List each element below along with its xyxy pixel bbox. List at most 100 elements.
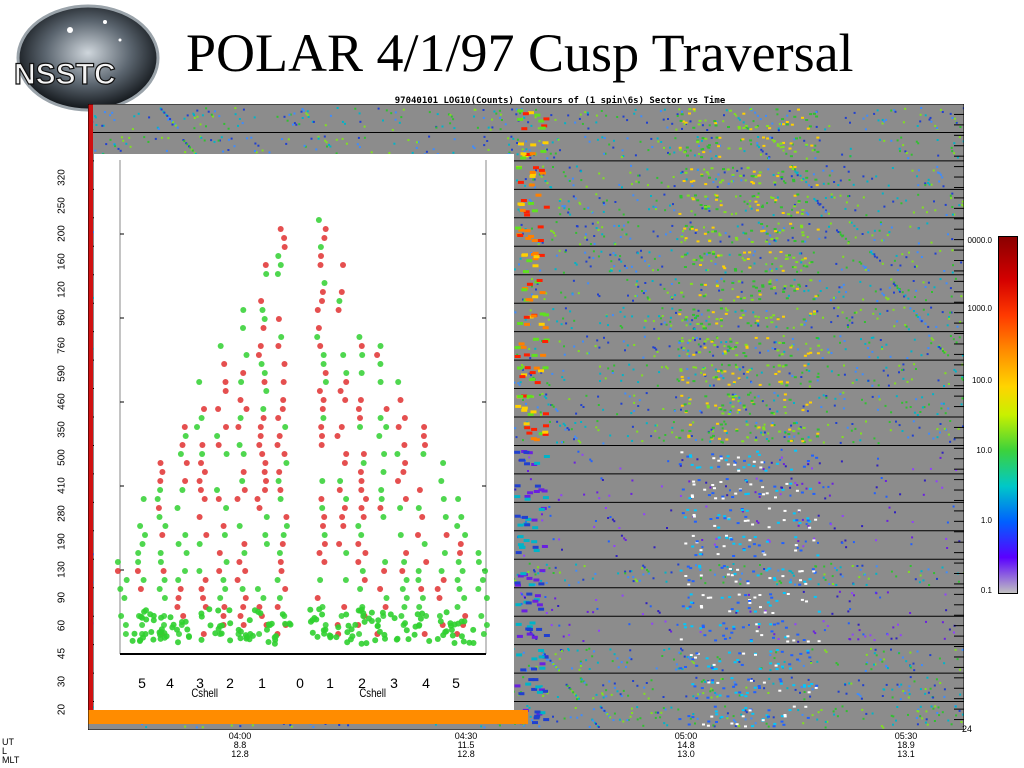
heatmap-cell (742, 549, 746, 552)
heatmap-cell (642, 564, 645, 567)
heatmap-cell (783, 227, 786, 230)
heatmap-cell (719, 307, 723, 310)
heatmap-cell (629, 237, 632, 240)
heatmap-cell (536, 282, 539, 285)
heatmap-cell (692, 179, 696, 182)
heatmap-cell (527, 412, 534, 416)
heatmap-cell (584, 111, 587, 114)
heatmap-cell (607, 540, 610, 543)
heatmap-cell (751, 195, 754, 198)
heatmap-cell (687, 583, 691, 586)
heatmap-cell (712, 384, 715, 387)
heatmap-cell (773, 341, 776, 344)
heatmap-cell (726, 494, 729, 497)
heatmap-cell (750, 324, 753, 327)
heatmap-cell (205, 125, 207, 128)
heatmap-cell (705, 171, 709, 174)
heatmap-cell (714, 230, 717, 233)
heatmap-cell (571, 177, 574, 180)
heatmap-cell (526, 394, 533, 398)
heatmap-cell (663, 146, 665, 149)
heatmap-cell (630, 570, 633, 573)
heatmap-cell (814, 565, 817, 568)
heatmap-cell (702, 367, 705, 370)
heatmap-cell (778, 580, 781, 583)
heatmap-cell (802, 264, 805, 267)
heatmap-cell (719, 369, 723, 372)
heatmap-cell (657, 268, 659, 271)
heatmap-cell (188, 145, 190, 148)
heatmap-cell (599, 322, 602, 325)
heatmap-cell (905, 406, 908, 409)
heatmap-cell (855, 311, 858, 314)
heatmap-cell (780, 177, 783, 180)
heatmap-cell (809, 401, 812, 404)
heatmap-cell (683, 403, 687, 406)
heatmap-cell (632, 368, 635, 371)
heatmap-cell (939, 173, 942, 176)
heatmap-cell (962, 107, 964, 110)
heatmap-cell (933, 200, 935, 203)
heatmap-cell (691, 495, 694, 498)
heatmap-cell (523, 150, 526, 153)
heatmap-cell (876, 256, 879, 259)
heatmap-cell (611, 371, 614, 374)
heatmap-cell (842, 255, 845, 258)
heatmap-cell (634, 578, 637, 581)
heatmap-cell (737, 126, 741, 128)
heatmap-cell (722, 545, 726, 548)
heatmap-cell (689, 601, 693, 604)
heatmap-cell (757, 324, 760, 327)
heatmap-cell (128, 136, 131, 139)
heatmap-cell (533, 178, 536, 181)
heatmap-cell (740, 290, 743, 293)
heatmap-cell (586, 113, 589, 116)
heatmap-cell (218, 139, 221, 142)
heatmap-cell (936, 577, 938, 580)
heatmap-cell (827, 485, 830, 488)
heatmap-cell (800, 179, 803, 181)
heatmap-cell (517, 234, 524, 237)
heatmap-cell (822, 206, 825, 209)
heatmap-cell (735, 609, 739, 612)
heatmap-cell (871, 395, 874, 398)
heatmap-cell (659, 110, 662, 113)
heatmap-cell (281, 138, 283, 141)
heatmap-cell (879, 259, 881, 262)
heatmap-cell (784, 626, 788, 629)
heatmap-cell (661, 655, 664, 657)
heatmap-cell (800, 261, 803, 264)
heatmap-cell (529, 357, 532, 360)
heatmap-cell (94, 149, 97, 152)
heatmap-cell (534, 116, 537, 119)
heatmap-cell (783, 287, 786, 290)
heatmap-cell (713, 344, 717, 347)
heatmap-cell (930, 183, 933, 186)
heatmap-cell (698, 566, 702, 569)
heatmap-cell (542, 430, 549, 434)
heatmap-cell (899, 264, 902, 267)
heatmap-cell (888, 421, 891, 423)
heatmap-cell (789, 346, 793, 349)
heatmap-cell (687, 436, 691, 439)
heatmap-cell (590, 460, 593, 463)
heatmap-cell (902, 363, 905, 366)
heatmap-cell (808, 526, 812, 529)
heatmap-cell (953, 152, 956, 155)
heatmap-cell (527, 491, 534, 495)
heatmap-cell (703, 232, 707, 235)
heatmap-cell (735, 354, 739, 357)
heatmap-cell (805, 119, 809, 121)
heatmap-cell (704, 582, 707, 585)
heatmap-cell (870, 336, 873, 339)
heatmap-cell (515, 226, 521, 230)
heatmap-cell (525, 517, 532, 521)
heatmap-cell (577, 439, 580, 442)
heatmap-cell (792, 178, 796, 181)
heatmap-cell (958, 540, 961, 543)
heatmap-cell (848, 319, 851, 322)
heatmap-cell (768, 281, 772, 284)
heatmap-cell (958, 204, 961, 207)
heatmap-cell (776, 143, 779, 146)
heatmap-cell (812, 630, 815, 633)
